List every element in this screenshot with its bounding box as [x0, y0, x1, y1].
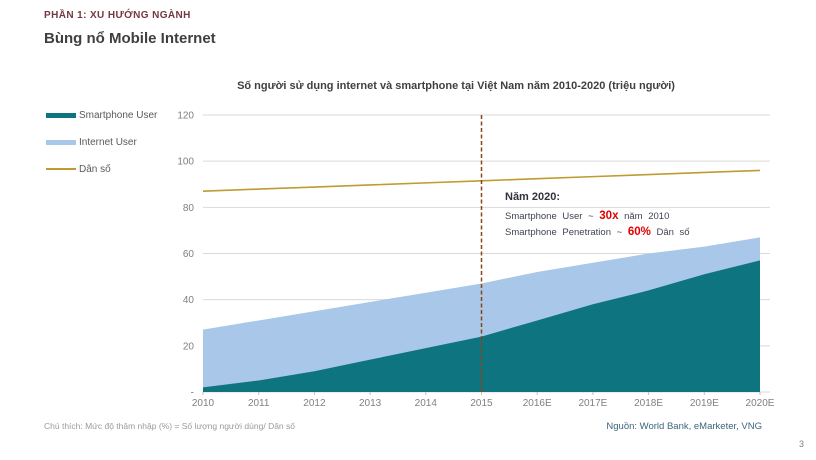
area-chart: - 20 40 60 80 100 120 2010 2011 2012 2013 2014 2015 2… [177, 111, 775, 410]
dan-so-line-swatch-icon [46, 168, 76, 170]
svg-text:2013: 2013 [359, 398, 382, 409]
annotation-line-1: Smartphone User ~ 30x năm 2010 [505, 210, 670, 222]
legend-label: Dân số [79, 163, 111, 175]
svg-text:100: 100 [177, 157, 194, 168]
legend-item-dan-so: Dân số [46, 162, 157, 176]
svg-text:2010: 2010 [192, 398, 215, 409]
chart-legend: Smartphone User Internet User Dân số [46, 108, 157, 189]
svg-text:2018E: 2018E [634, 398, 663, 409]
svg-text:2015: 2015 [470, 398, 493, 409]
chart-title: Số người sử dụng internet và smartphone … [237, 80, 675, 92]
svg-text:40: 40 [183, 295, 195, 306]
legend-item-smartphone-user: Smartphone User [46, 108, 157, 122]
legend-label: Internet User [79, 136, 137, 148]
svg-text:60: 60 [183, 249, 195, 260]
svg-text:2020E: 2020E [746, 398, 775, 409]
page-number: 3 [798, 439, 804, 449]
svg-text:120: 120 [177, 111, 194, 122]
legend-label: Smartphone User [79, 109, 158, 121]
legend-item-internet-user: Internet User [46, 135, 157, 149]
svg-text:2019E: 2019E [690, 398, 719, 409]
slide-title: Bùng nổ Mobile Internet [44, 30, 216, 47]
section-kicker: PHẦN 1: XU HƯỚNG NGÀNH [44, 10, 191, 21]
source-credit: Nguồn: World Bank, eMarketer, VNG [606, 421, 762, 432]
svg-text:2017E: 2017E [578, 398, 607, 409]
annotation-value-60pct: 60% [627, 226, 651, 238]
svg-text:2011: 2011 [248, 398, 270, 409]
internet-user-swatch-icon [46, 139, 76, 145]
svg-text:-: - [191, 388, 194, 399]
svg-text:20: 20 [183, 341, 195, 352]
smartphone-user-swatch-icon [46, 112, 76, 118]
footnote: Chú thích: Mức độ thâm nhập (%) = Số lượ… [44, 421, 295, 431]
annotation-heading: Năm 2020: [505, 191, 561, 203]
annotation-box: Năm 2020: Smartphone User ~ 30x năm 2010… [505, 191, 755, 242]
svg-text:2012: 2012 [303, 398, 326, 409]
annotation-value-30x: 30x [599, 210, 619, 222]
annotation-line-2: Smartphone Penetration ~ 60% Dân số [505, 226, 690, 238]
svg-text:2016E: 2016E [523, 398, 552, 409]
svg-text:2014: 2014 [415, 398, 438, 409]
svg-text:80: 80 [183, 203, 195, 214]
